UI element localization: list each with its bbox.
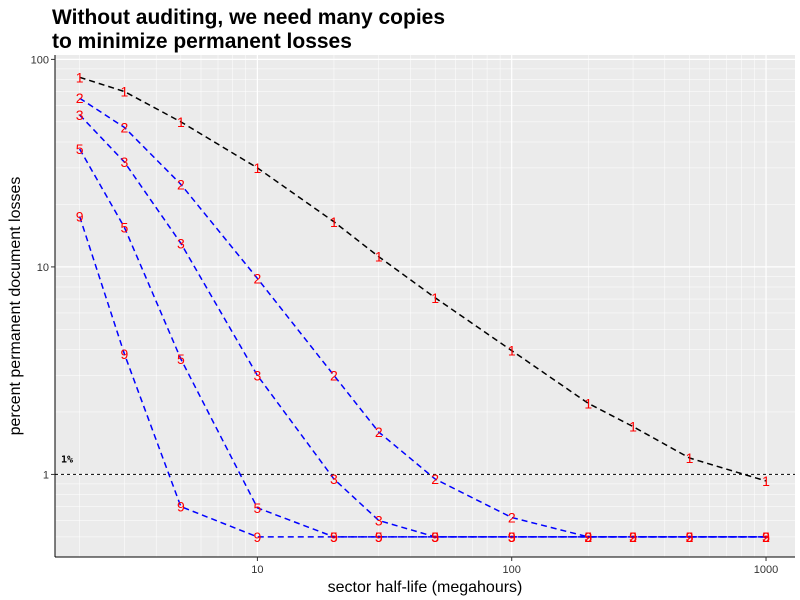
data-point-label: 3	[76, 107, 84, 123]
data-point-label: 2	[121, 119, 129, 135]
reference-line-label: 1%	[61, 454, 73, 465]
data-point-label: 9	[177, 499, 185, 515]
data-point-label: 2	[508, 510, 516, 526]
x-axis-title: sector half-life (megahours)	[328, 579, 523, 596]
reference-line-group: 1%	[55, 454, 795, 475]
series-line-1	[79, 76, 767, 482]
data-point-label: 1	[629, 419, 637, 435]
data-point-label: 1	[177, 114, 185, 130]
data-point-label: 9	[254, 529, 262, 545]
data-point-label: 1	[330, 214, 338, 230]
data-point-label: 9	[629, 529, 637, 545]
y-tick-label: 1	[43, 469, 49, 481]
data-point-label: 1	[254, 160, 262, 176]
data-point-label: 1	[762, 473, 770, 489]
data-point-label: 1	[508, 343, 516, 359]
data-point-label: 1	[121, 84, 129, 100]
x-tick-label: 100	[503, 564, 521, 576]
data-point-label: 9	[508, 529, 516, 545]
data-point-label: 2	[254, 270, 262, 286]
plot-background	[55, 55, 795, 557]
data-point-label: 9	[121, 346, 129, 362]
data-point-label: 5	[121, 219, 129, 235]
axes: 10 100 1000 1 10 100	[31, 54, 795, 576]
y-tick-label: 10	[37, 262, 49, 274]
data-point-label: 5	[254, 500, 262, 516]
data-point-label: 2	[431, 471, 439, 487]
grid-lines	[55, 55, 795, 557]
data-point-label: 5	[762, 529, 770, 545]
data-point-label: 9	[76, 208, 84, 224]
data-point-label: 3	[121, 154, 129, 170]
data-point-label: 5	[76, 141, 84, 157]
data-point-label: 3	[375, 512, 383, 528]
data-point-label: 3	[254, 367, 262, 383]
x-tick-label: 1000	[754, 564, 778, 576]
data-point-label: 9	[584, 529, 592, 545]
series-9: 9 9 9 9 9 9 9 9 9 9 9 9	[76, 208, 770, 544]
y-axis-title: percent permanent document losses	[7, 177, 24, 436]
chart-title: Without auditing, we need many copies to…	[52, 6, 446, 53]
data-point-label: 9	[686, 529, 694, 545]
data-point-label: 1	[76, 69, 84, 85]
data-point-label: 3	[177, 235, 185, 251]
data-point-label: 1	[584, 395, 592, 411]
data-point-label: 9	[330, 529, 338, 545]
y-tick-label: 100	[31, 54, 49, 66]
data-point-label: 2	[177, 176, 185, 192]
data-point-label: 9	[431, 529, 439, 545]
series-line-9	[78, 216, 767, 538]
data-point-label: 3	[330, 471, 338, 487]
data-point-label: 2	[762, 529, 770, 545]
data-point-label: 3	[762, 529, 770, 545]
x-tick-label: 10	[251, 564, 263, 576]
data-point-label: 5	[330, 529, 338, 545]
data-point-label: 2	[76, 90, 84, 106]
data-point-label: 5	[177, 351, 185, 367]
series-1: 1 1 1 1 1 1 1 1 1 1 1 1	[76, 69, 770, 489]
data-point-label: 2	[375, 424, 383, 440]
data-point-label: 9	[762, 529, 770, 545]
data-point-label: 1	[431, 290, 439, 306]
data-point-label: 2	[330, 367, 338, 383]
data-point-label: 1	[686, 450, 694, 466]
data-point-label: 5	[431, 529, 439, 545]
data-point-label: 1	[375, 249, 383, 265]
data-point-label: 9	[375, 529, 383, 545]
